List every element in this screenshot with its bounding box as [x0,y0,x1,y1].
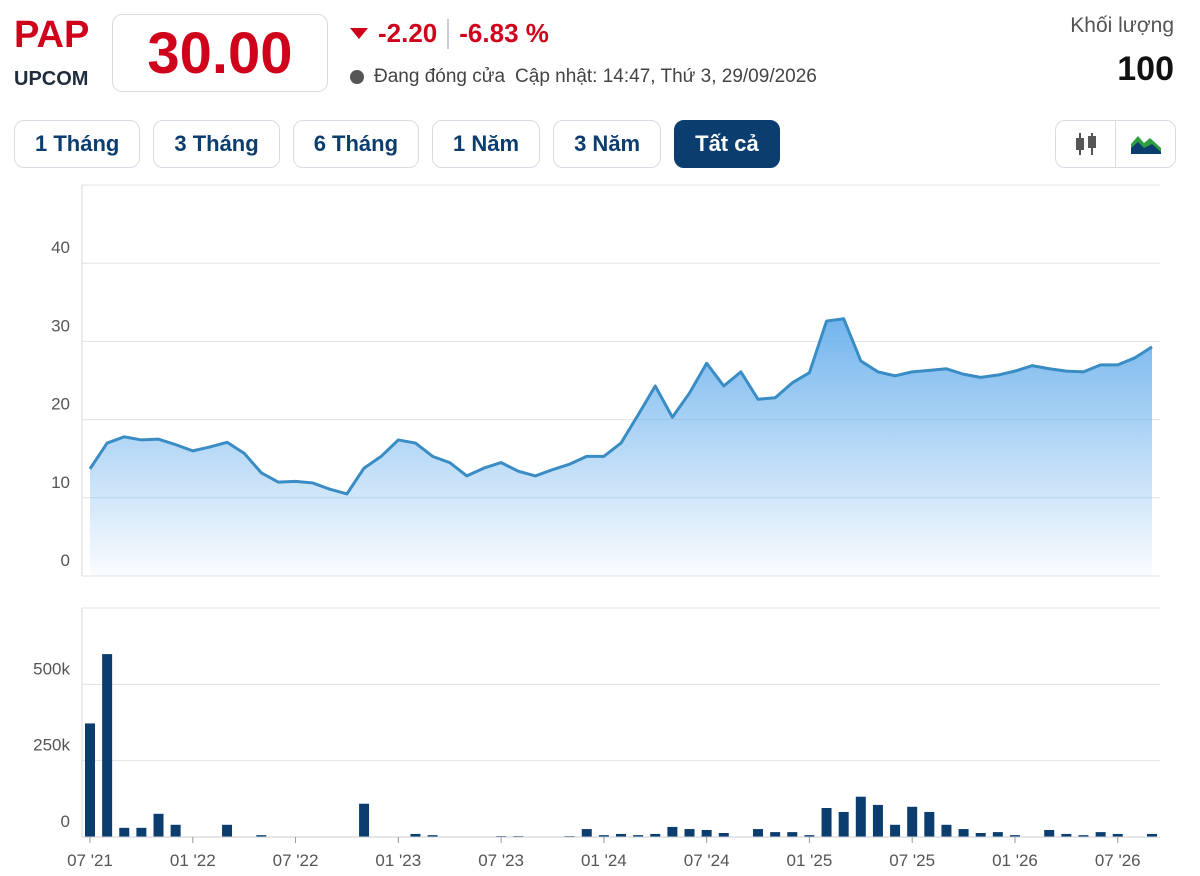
updated: Cập nhật: 14:47, Thứ 3, 29/09/2026 [515,66,817,87]
x-tick-label: 01 '22 [170,851,216,870]
separator [447,18,450,49]
x-tick-label: 07 '25 [889,851,935,870]
volume-bar [787,832,798,837]
volume-bar [890,824,901,837]
y-tick-label: 250k [33,736,70,755]
volume-bar [359,803,370,837]
x-tick-label: 01 '24 [581,851,627,870]
volume-bar [907,806,918,837]
y-tick-label: 20 [51,395,70,414]
y-tick-label: 500k [33,659,70,678]
range-tab[interactable]: 1 Năm [432,120,541,168]
volume-bar [770,832,781,837]
volume-bar [102,654,113,837]
exchange: UPCOM [14,68,89,90]
volume-bar [958,829,969,837]
y-tick-label: 10 [51,473,70,492]
x-tick-label: 07 '22 [273,851,319,870]
volume-bar [1112,833,1123,837]
tabs: 1 Tháng 3 Tháng 6 Tháng 1 Năm 3 Năm Tất cả [14,120,780,168]
ticker: PAP [14,14,90,56]
volume-bar [1009,835,1020,837]
volume-bar [153,813,164,837]
candle-button[interactable] [1056,121,1115,167]
y-tick-label: 0 [61,551,70,570]
volume-bar [616,833,626,837]
status-dot [350,70,364,84]
change-row: -2.20 -6.83 % [350,18,549,49]
x-tick-label: 07 '26 [1095,851,1141,870]
volume-bar [650,833,661,837]
volume-bar [924,811,935,837]
range-tab[interactable]: 3 Tháng [153,120,280,168]
volume-bar [581,829,592,837]
volume-bar [427,835,438,837]
y-tick-label: 40 [51,238,70,257]
volume-bar [598,835,609,837]
x-tick-label: 01 '25 [787,851,833,870]
range-tab[interactable]: 6 Tháng [292,120,420,168]
volume-bar [701,829,712,837]
volume-bar [1095,832,1106,837]
x-tick-label: 07 '21 [67,851,113,870]
volume-bar [1147,833,1157,837]
change: -2.20 [378,18,438,48]
volume-bar [941,824,952,837]
volume-bar [804,835,815,837]
volume: 100 [1117,50,1174,88]
volume-bar [222,824,233,837]
status-row: Đang đóng cửa Cập nhật: 14:47, Thứ 3, 29… [350,66,817,88]
volume-bar [1044,829,1055,837]
volume-bar [975,833,986,837]
volume-bar [119,827,130,837]
volume-bar [753,829,764,837]
volume-bar [410,833,421,837]
change-percent: -6.83 % [459,18,549,48]
y-tick-label: 0 [61,812,70,831]
y-tick-label: 30 [51,316,70,335]
volume-bar [718,833,729,837]
range-tab[interactable]: Tất cả [674,120,780,168]
volume-bar [821,807,832,837]
range-tab[interactable]: 3 Năm [553,120,662,168]
volume-bar [838,811,849,837]
volume-label: Khối lượng [1070,14,1174,37]
volume-bar [170,824,181,837]
price: 30.00 [112,14,328,92]
x-tick-label: 01 '23 [375,851,421,870]
status: Đang đóng cửa [374,66,506,87]
chart-type-switch [1055,120,1176,168]
down-arrow [350,27,368,39]
volume-bar [684,829,695,837]
volume-bar [136,827,147,837]
range-tab[interactable]: 1 Tháng [14,120,141,168]
volume-bar [992,832,1003,837]
x-tick-label: 07 '24 [684,851,730,870]
volume-bar [1061,833,1072,837]
x-tick-label: 07 '23 [478,851,524,870]
volume-bar [633,835,644,837]
volume-bar [872,804,883,837]
x-tick-label: 01 '26 [992,851,1038,870]
volume-bar [855,796,866,837]
line [88,317,1153,496]
volume-bar [85,723,95,837]
area-button[interactable] [1115,121,1175,167]
area [90,318,1152,576]
volume-bar [1078,835,1089,837]
volume-bar [256,835,267,837]
volume-bar [667,826,678,837]
